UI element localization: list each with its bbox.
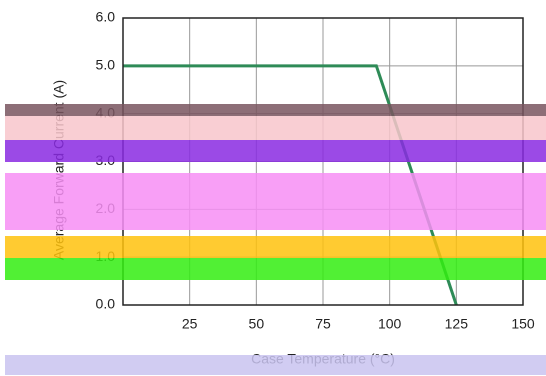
y-tick-label: 0.0: [96, 296, 116, 312]
y-tick-label: 6.0: [96, 9, 116, 25]
x-tick-label: 50: [249, 316, 265, 332]
x-tick-label: 150: [511, 316, 535, 332]
overlay-band: [5, 258, 546, 280]
x-tick-label: 25: [182, 316, 198, 332]
x-tick-label: 125: [445, 316, 469, 332]
overlay-band: [5, 173, 546, 230]
overlay-band: [5, 140, 546, 162]
x-tick-label: 75: [315, 316, 331, 332]
x-tick-label: 100: [378, 316, 402, 332]
y-tick-label: 5.0: [96, 57, 116, 73]
overlay-band: [5, 236, 546, 258]
overlay-band: [5, 104, 546, 116]
overlay-band: [5, 116, 546, 140]
overlay-band: [5, 355, 546, 375]
overlay-bands: [5, 104, 546, 375]
